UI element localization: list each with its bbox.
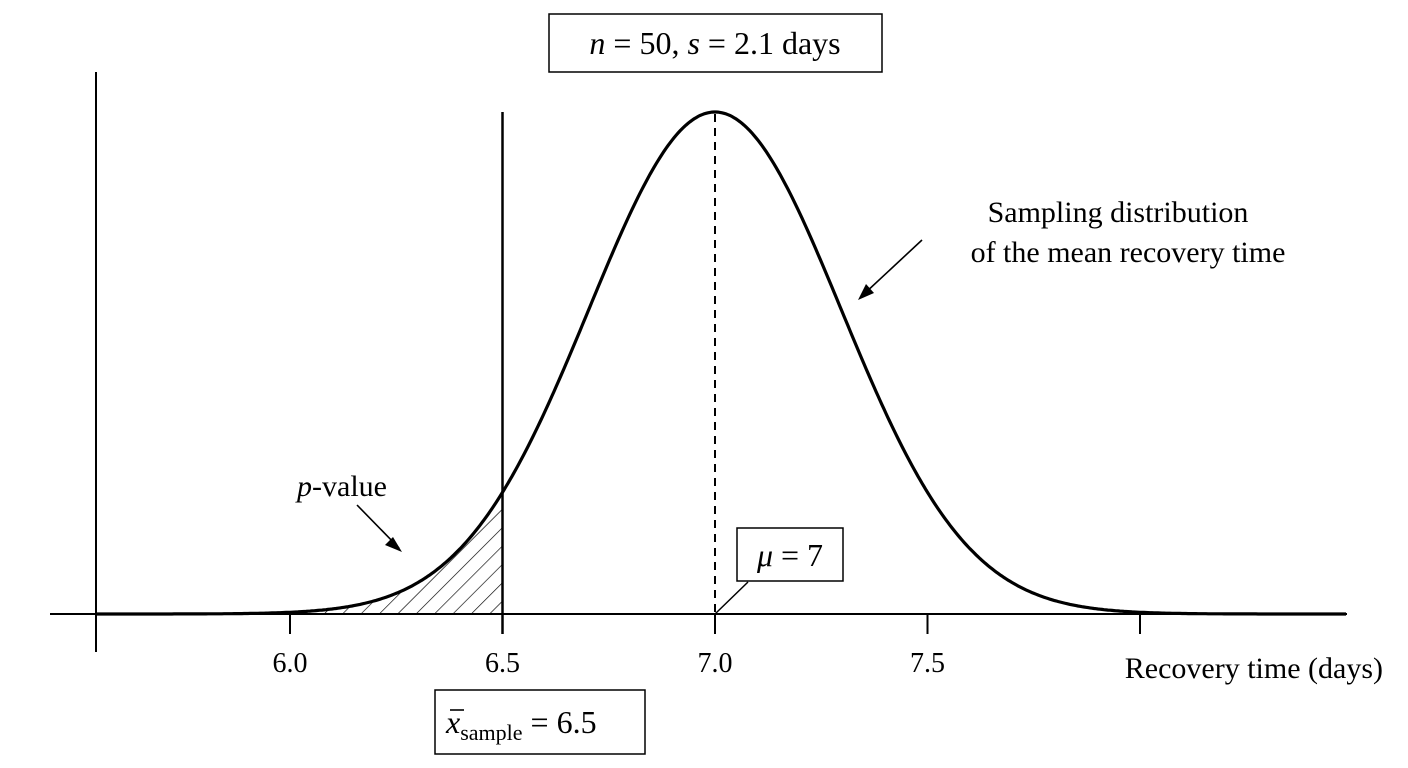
params-n-eq: = 50, <box>605 25 687 61</box>
pvalue-arrow-head <box>385 537 402 552</box>
x-axis-ticks <box>289 614 1141 634</box>
mu-box <box>736 527 844 582</box>
mu-leader-line <box>714 581 749 615</box>
params-s-eq: = 2.1 days <box>700 25 841 61</box>
pvalue-label: p-value <box>295 470 387 503</box>
curve-label-line1: Sampling distribution <box>988 196 1249 229</box>
x-tick-label: 6.0 <box>273 648 308 679</box>
pvalue-shaded-area <box>96 492 503 614</box>
xbar-subscript: sample <box>460 720 522 745</box>
mu-eq: = 7 <box>773 537 823 573</box>
mu-text: μ = 7 <box>756 537 823 573</box>
params-box <box>548 13 883 73</box>
params-text: n = 50, s = 2.1 days <box>589 25 840 61</box>
curve-arrow-shaft <box>863 239 923 295</box>
pvalue-p: p <box>295 470 312 503</box>
density-curve <box>96 110 1346 616</box>
x-tick-label: 7.0 <box>698 648 733 679</box>
x-axis-label: Recovery time (days) <box>1125 652 1383 685</box>
pvalue-rest: -value <box>312 470 387 503</box>
xbar-text: xsample = 6.5 <box>445 704 597 745</box>
x-tick-label: 7.5 <box>910 648 945 679</box>
mu-symbol: μ <box>756 537 773 573</box>
params-s-var: s <box>687 25 699 61</box>
xbar-symbol: x <box>445 704 460 740</box>
params-n-var: n <box>589 25 605 61</box>
xbar-box <box>434 689 646 755</box>
xbar-eq: = 6.5 <box>523 704 597 740</box>
x-tick-label: 6.5 <box>485 648 520 679</box>
curve-arrow-head <box>858 284 874 300</box>
x-axis-tick-labels: 6.0 6.5 7.0 7.5 <box>273 648 946 679</box>
curve-label-line2: of the mean recovery time <box>971 236 1286 269</box>
